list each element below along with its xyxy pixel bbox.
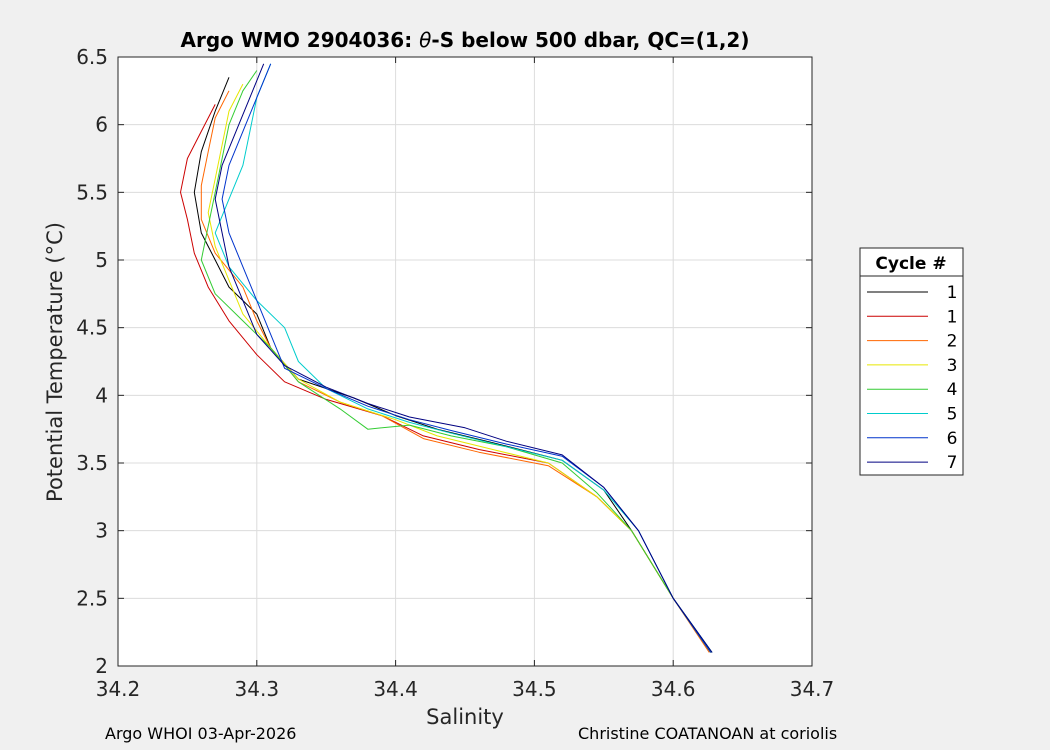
- y-tick-label: 6: [95, 113, 108, 137]
- x-tick-label: 34.5: [512, 677, 557, 701]
- y-tick-label: 2: [95, 654, 108, 678]
- y-tick-label: 3.5: [76, 451, 108, 475]
- x-tick-label: 34.4: [373, 677, 418, 701]
- legend-label: 1: [947, 307, 958, 327]
- legend: Cycle # 1 1 2 3 4 5 6 7: [860, 248, 963, 475]
- x-tick-label: 34.3: [235, 677, 280, 701]
- legend-label: 1: [947, 283, 958, 303]
- y-tick-label: 4: [95, 383, 108, 407]
- x-tick-label: 34.2: [96, 677, 141, 701]
- legend-title: Cycle #: [875, 254, 946, 274]
- legend-label: 4: [947, 380, 958, 400]
- y-tick-label: 5.5: [76, 180, 108, 204]
- legend-label: 2: [947, 332, 958, 352]
- footer-right: Christine COATANOAN at coriolis: [578, 724, 837, 743]
- y-tick-label: 3: [95, 519, 108, 543]
- chart-title: Argo WMO 2904036: θ-S below 500 dbar, QC…: [181, 28, 750, 52]
- legend-label: 3: [947, 356, 958, 376]
- figure: 34.2 34.3 34.4 34.5 34.6 34.7 2 2.5 3 3.5 4 4.5 5 5.5…: [0, 0, 1050, 750]
- plot-area: [118, 57, 812, 666]
- footer-left: Argo WHOI 03-Apr-2026: [105, 724, 296, 743]
- y-tick-label: 5: [95, 248, 108, 272]
- legend-label: 6: [947, 429, 958, 449]
- y-tick-label: 4.5: [76, 316, 108, 340]
- y-axis-label: Potential Temperature (°C): [43, 222, 67, 502]
- y-tick-label: 6.5: [76, 45, 108, 69]
- x-tick-label: 34.7: [790, 677, 835, 701]
- x-axis-label: Salinity: [426, 705, 504, 729]
- legend-label: 7: [947, 453, 958, 473]
- x-tick-label: 34.6: [651, 677, 696, 701]
- legend-label: 5: [947, 405, 958, 425]
- y-tick-label: 2.5: [76, 586, 108, 610]
